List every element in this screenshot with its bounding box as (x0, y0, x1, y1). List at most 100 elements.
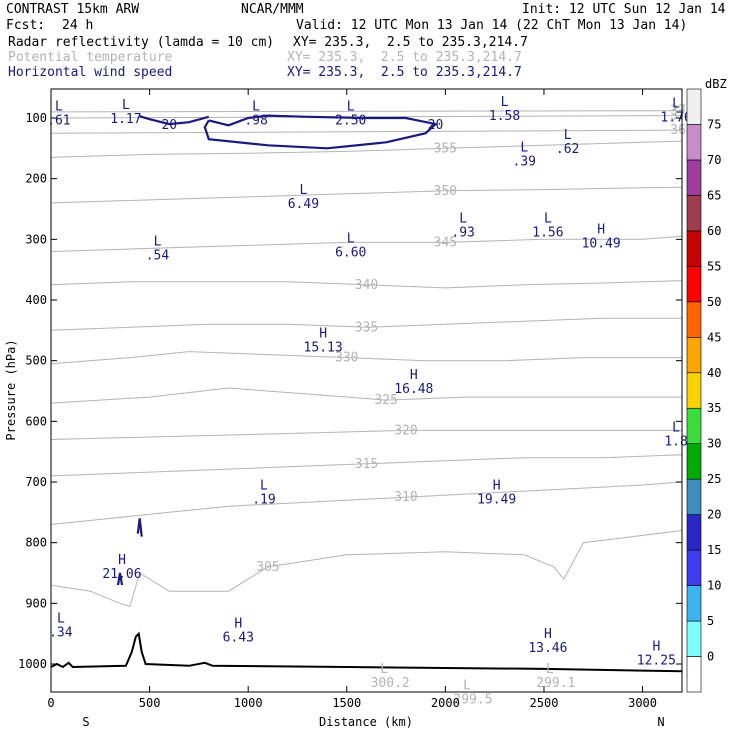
y-tick-label: 400 (25, 293, 47, 307)
wind-extremum-value: 21.06 (102, 567, 141, 582)
wind-extremum-marker: L (672, 97, 680, 112)
wind-extremum-value: 10.49 (582, 236, 621, 251)
wind-extremum-value: 1.17 (110, 112, 141, 127)
theta-extremum-marker: L (546, 662, 554, 677)
fcst-label: Fcst: (6, 18, 46, 33)
wind-extremum-value: 2.50 (335, 114, 366, 129)
theta-contour (51, 129, 682, 134)
theta-contour-label: 350 (434, 184, 457, 199)
wind-extremum-marker: L (459, 211, 467, 226)
colorbar-swatch (686, 266, 702, 303)
theta-contour (51, 115, 682, 119)
plot-frame (50, 88, 683, 693)
colorbar-level-label: 75 (707, 117, 721, 131)
wind-extremum-marker: L (55, 100, 63, 115)
wind-extremum-value: 6.49 (288, 197, 319, 212)
wind-contour (203, 114, 438, 150)
wind-contour (136, 518, 143, 537)
colorbar-swatch (686, 656, 702, 693)
theta-contour-label: 310 (394, 490, 417, 505)
wind-contour (116, 572, 124, 586)
colorbar-level-label: 50 (707, 295, 721, 309)
field-theta-name: Potential temperature (8, 50, 173, 65)
theta-contour (51, 186, 682, 204)
wind-extremum-marker: L (520, 140, 528, 155)
wind-extremum-value: .19 (252, 492, 275, 507)
wind-extremum-marker: L (299, 183, 307, 198)
colorbar-swatch (686, 336, 702, 374)
colorbar-swatch (686, 478, 702, 515)
wind-extremum-marker: L (347, 100, 355, 115)
x-end-right: N (657, 715, 664, 729)
field-wind-name: Horizontal wind speed (8, 65, 173, 80)
x-tick-label: 1000 (234, 696, 263, 710)
colorbar-swatch (686, 407, 702, 445)
colorbar-swatch (686, 620, 702, 657)
terrain-line (51, 631, 682, 673)
colorbar-swatch (686, 514, 702, 551)
y-tick-label: 100 (25, 111, 47, 125)
wind-extremum-value: .98 (244, 114, 267, 129)
wind-extremum-marker: H (319, 327, 327, 342)
theta-extremum-value: 300.2 (371, 676, 410, 691)
x-tick-label: 500 (139, 696, 161, 710)
colorbar-level-label: 10 (707, 579, 721, 593)
colorbar-swatch (686, 443, 702, 480)
theta-contour (51, 481, 682, 525)
theta-contour (51, 530, 682, 608)
wind-extremum-value: .34 (49, 626, 73, 641)
terrain-fill (51, 633, 682, 692)
wind-extremum-value: 1.56 (532, 225, 563, 240)
x-tick-label: 2500 (530, 696, 559, 710)
wind-extremum-marker: L (544, 211, 552, 226)
theta-contour-label: 335 (355, 320, 378, 335)
wind-extremum-value: 6.60 (335, 245, 366, 260)
theta-contour-label: 355 (434, 141, 457, 156)
wind-extremum-marker: H (118, 553, 126, 568)
x-tick-label: 1500 (332, 696, 361, 710)
colorbar-level-label: 0 (707, 650, 714, 664)
colorbar-level-label: 25 (707, 472, 721, 486)
theta-contour (51, 429, 682, 440)
wind-extremum-marker: H (544, 627, 552, 642)
colorbar-level-label: 20 (707, 508, 721, 522)
theta-extremum-value: 299.1 (536, 676, 575, 691)
colorbar-swatch (686, 301, 702, 338)
wind-extremum-value: 13.46 (528, 641, 567, 656)
theta-contour (51, 351, 682, 365)
theta-contour-label: 305 (256, 560, 279, 575)
wind-extremum-marker: H (597, 222, 605, 237)
wind-extremum-value: .54 (146, 248, 170, 263)
theta-contour (51, 454, 682, 477)
init-time: Init: 12 UTC Sun 12 Jan 14 (522, 2, 726, 17)
wind-extremum-value: .93 (451, 225, 474, 240)
wind-extremum-marker: L (154, 234, 162, 249)
wind-extremum-value: 19.49 (477, 492, 516, 507)
wind-extremum-value: 12.25 (637, 654, 676, 669)
theta-contour (51, 140, 682, 158)
wind-contour (139, 115, 210, 126)
wind-extremum-marker: L (672, 421, 680, 436)
colorbar-level-label: 30 (707, 437, 721, 451)
wind-extremum-marker: L (564, 128, 572, 143)
wind-extremum-marker: H (652, 640, 660, 655)
theta-contour (51, 317, 682, 331)
wind-extremum-marker: L (57, 612, 65, 627)
model-title: CONTRAST 15km ARW (6, 2, 140, 17)
fcst-value: 24 h (62, 18, 94, 33)
wind-extremum-marker: L (122, 98, 130, 113)
theta-contour-label: 315 (355, 457, 378, 472)
colorbar-level-label: 70 (707, 153, 721, 167)
theta-contour (51, 110, 682, 113)
colorbar-swatch (686, 230, 702, 267)
wind-extremum-value: 1.8 (664, 435, 687, 450)
theta-contour (51, 280, 682, 289)
colorbar-swatch (686, 195, 702, 232)
wind-extremum-marker: L (501, 95, 509, 110)
valid-time: Valid: 12 UTC Mon 13 Jan 14 (22 ChT Mon … (296, 18, 688, 33)
wind-contour-label: 20 (161, 118, 177, 133)
y-tick-label: 800 (25, 536, 47, 550)
colorbar-level-label: 45 (707, 330, 721, 344)
y-tick-label: 700 (25, 475, 47, 489)
y-tick-label: 1000 (18, 657, 47, 671)
